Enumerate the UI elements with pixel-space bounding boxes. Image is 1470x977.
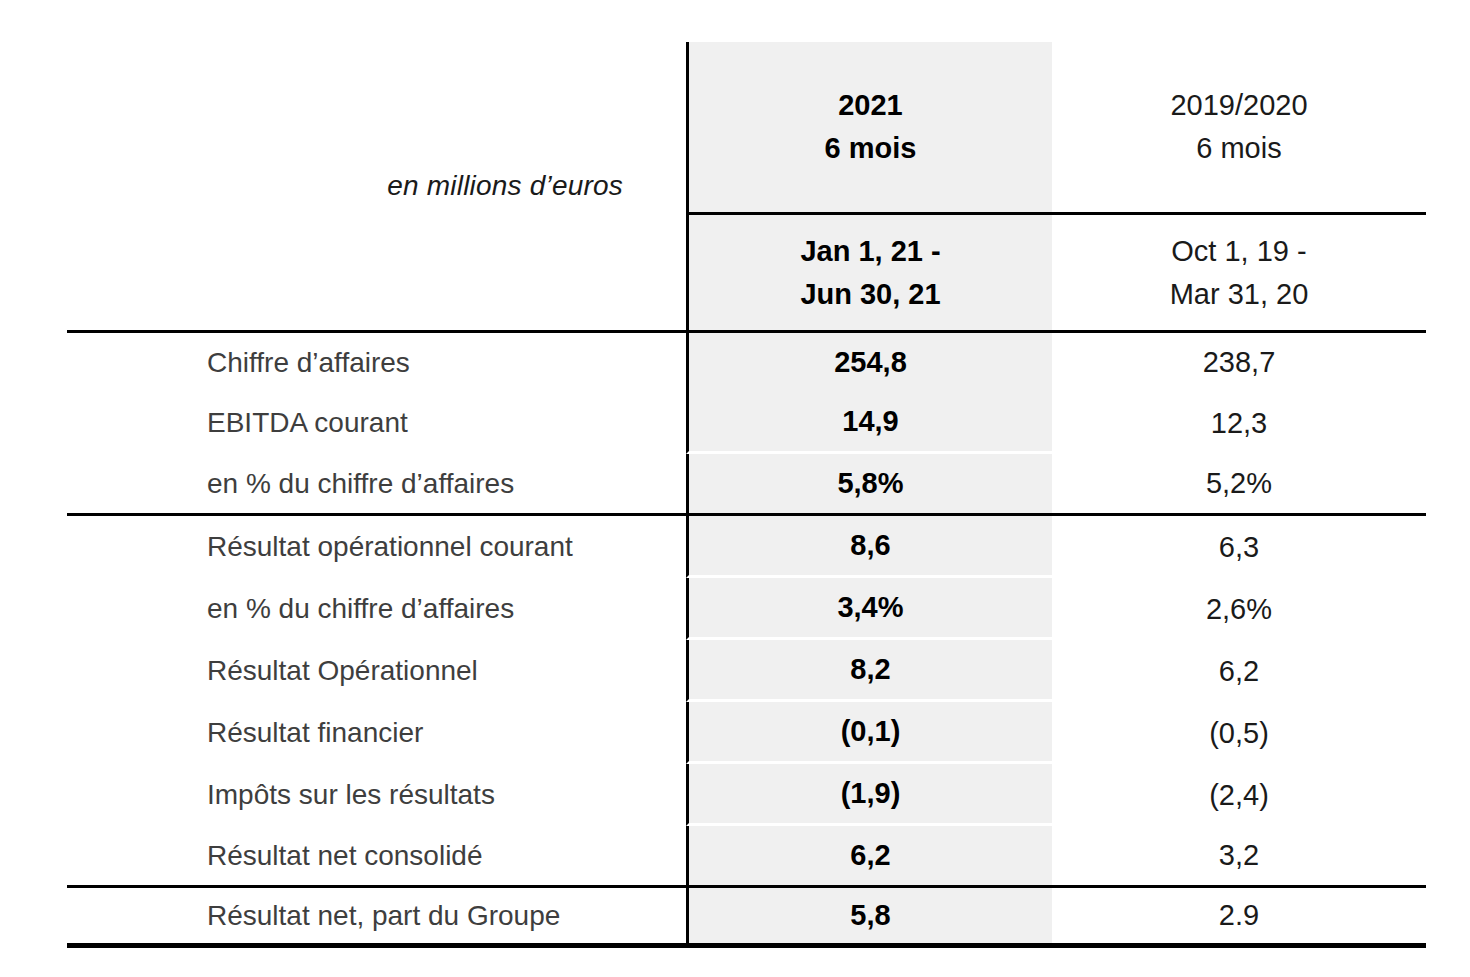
value-2019-2020: 5,2%: [1052, 454, 1426, 516]
table-row-impots-sur-les-resultats: Impôts sur les résultats (1,9) (2,4): [67, 764, 1426, 826]
column-header-2019-2020-year: 2019/2020: [1052, 84, 1426, 127]
column-header-2021: 2021 6 mois: [686, 42, 1052, 215]
row-label: Résultat net, part du Groupe: [67, 888, 686, 948]
range-2019-2020-line1: Oct 1, 19 -: [1052, 230, 1426, 273]
row-label: en % du chiffre d’affaires: [67, 578, 686, 640]
table-row-resultat-operationnel: Résultat Opérationnel 8,2 6,2: [67, 640, 1426, 702]
table-row-ebitda-courant: EBITDA courant 14,9 12,3: [67, 392, 1426, 454]
column-header-2021-year: 2021: [689, 84, 1052, 127]
financial-results-table: en millions d’euros 2021 6 mois 2019/202…: [67, 42, 1426, 948]
column-subheader-2019-2020-range: Oct 1, 19 - Mar 31, 20: [1052, 215, 1426, 330]
table-row-resultat-financier: Résultat financier (0,1) (0,5): [67, 702, 1426, 764]
column-header-2019-2020-period: 6 mois: [1052, 127, 1426, 170]
value-2021: 6,2: [686, 826, 1052, 888]
value-2019-2020: 238,7: [1052, 330, 1426, 392]
row-label: EBITDA courant: [67, 392, 686, 454]
value-2019-2020: 2,6%: [1052, 578, 1426, 640]
value-2021: (0,1): [686, 702, 1052, 764]
value-2019-2020: 6,2: [1052, 640, 1426, 702]
table-row-chiffre-daffaires: Chiffre d’affaires 254,8 238,7: [67, 330, 1426, 392]
value-2021: (1,9): [686, 764, 1052, 826]
financial-results-document: en millions d’euros 2021 6 mois 2019/202…: [0, 0, 1470, 977]
row-label: Résultat Opérationnel: [67, 640, 686, 702]
value-2021: 8,2: [686, 640, 1052, 702]
value-2019-2020: 6,3: [1052, 516, 1426, 578]
row-label: en % du chiffre d’affaires: [67, 454, 686, 516]
row-label: Résultat opérationnel courant: [67, 516, 686, 578]
table-row-pct-chiffre-daffaires-2: en % du chiffre d’affaires 3,4% 2,6%: [67, 578, 1426, 640]
range-2021-line1: Jan 1, 21 -: [689, 230, 1052, 273]
value-2021: 14,9: [686, 392, 1052, 454]
row-label: Impôts sur les résultats: [67, 764, 686, 826]
range-2021-line2: Jun 30, 21: [689, 273, 1052, 316]
row-label: Chiffre d’affaires: [67, 330, 686, 392]
value-2019-2020: 2.9: [1052, 888, 1426, 948]
column-header-2021-period: 6 mois: [689, 127, 1052, 170]
value-2021: 5,8%: [686, 454, 1052, 516]
row-label: Résultat net consolidé: [67, 826, 686, 888]
header-row-year: en millions d’euros 2021 6 mois 2019/202…: [67, 42, 1426, 215]
value-2019-2020: 3,2: [1052, 826, 1426, 888]
column-header-2019-2020: 2019/2020 6 mois: [1052, 42, 1426, 215]
value-2019-2020: (2,4): [1052, 764, 1426, 826]
value-2021: 5,8: [686, 888, 1052, 948]
table-row-resultat-operationnel-courant: Résultat opérationnel courant 8,6 6,3: [67, 516, 1426, 578]
table-row-resultat-net-part-du-groupe: Résultat net, part du Groupe 5,8 2.9: [67, 888, 1426, 948]
value-2021: 254,8: [686, 330, 1052, 392]
table-row-resultat-net-consolide: Résultat net consolidé 6,2 3,2: [67, 826, 1426, 888]
unit-label: en millions d’euros: [67, 42, 686, 330]
column-subheader-2021-range: Jan 1, 21 - Jun 30, 21: [686, 215, 1052, 330]
range-2019-2020-line2: Mar 31, 20: [1052, 273, 1426, 316]
table-row-pct-chiffre-daffaires-1: en % du chiffre d’affaires 5,8% 5,2%: [67, 454, 1426, 516]
row-label: Résultat financier: [67, 702, 686, 764]
value-2019-2020: 12,3: [1052, 392, 1426, 454]
value-2021: 8,6: [686, 516, 1052, 578]
value-2019-2020: (0,5): [1052, 702, 1426, 764]
value-2021: 3,4%: [686, 578, 1052, 640]
